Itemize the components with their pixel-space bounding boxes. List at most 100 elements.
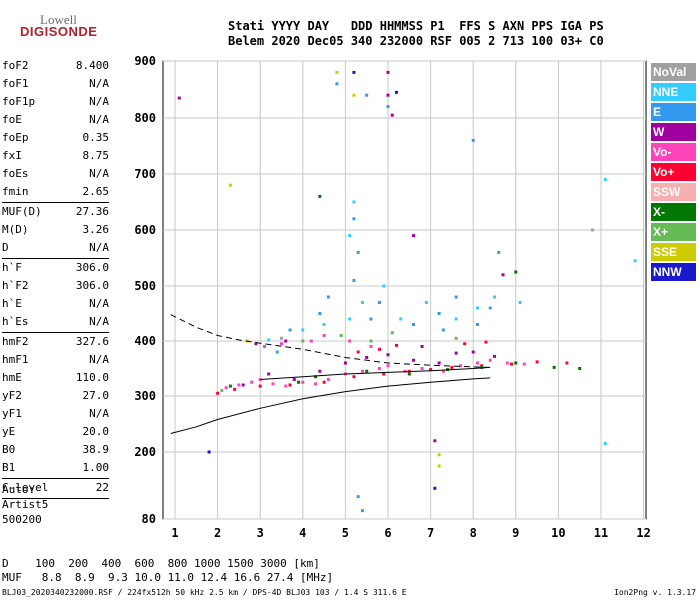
plot-frame [162,60,647,520]
echo-point [412,323,416,326]
param-value: 27.36 [75,205,109,218]
echo-point [284,384,288,388]
param-row: h`F2 306.0 [2,277,109,295]
echo-point [382,372,386,376]
param-row: D N/A [2,239,109,257]
param-value: N/A [89,77,109,90]
param-label: h`F2 [2,279,29,292]
param-label: h`Es [2,315,29,328]
param-label: D [2,241,9,254]
echo-point [301,380,305,384]
echo-point [454,351,458,355]
echo-point [284,339,288,343]
echo-point [497,250,501,254]
param-value: 8.75 [82,149,110,162]
echo-point [352,375,356,379]
echo-point [475,306,479,310]
x-tick-label: 11 [594,526,608,540]
ionospheric-parameters-panel: foF2 8.400 foF1 N/A foF1p N/A foE N/A foEp 0.35 fx… [2,57,109,499]
param-row: hmF1 N/A [2,351,109,369]
echo-point [488,358,492,362]
echo-point [262,345,266,348]
param-row: B0 38.9 [2,441,109,459]
echo-point [463,342,467,346]
echo-point [480,364,484,368]
y-tick-label: 700 [134,167,156,181]
y-tick-label: 600 [134,223,156,237]
echo-point [318,369,322,373]
param-row: fmin 2.65 [2,183,109,201]
param-row: B1 1.00 [2,459,109,477]
echo-point [360,509,364,513]
echo-point [412,358,416,362]
echo-point [254,342,258,346]
echo-point [386,105,390,109]
echo-point [267,338,271,342]
echo-point [437,464,441,468]
echo-point [348,317,352,321]
echo-point [412,234,416,238]
echo-point [518,301,522,304]
param-label: hmF1 [2,353,29,366]
echo-point [471,350,475,354]
auto-code: 500200 [2,513,42,526]
dashed-profile-curve [170,314,491,368]
echo-point [326,295,330,299]
echo-point [356,250,360,254]
echo-point [501,273,505,277]
echo-point [480,365,484,369]
echo-point [314,375,318,379]
echo-point [424,301,428,304]
echo-point [301,328,305,332]
echo-point [343,361,347,365]
lowell-digisonde-logo: Lowell DIGISONDE [6,8,98,42]
echo-point [386,353,390,357]
legend-item: E [651,103,696,121]
auto-label: Auto: [2,483,36,496]
distance-row: D 100 200 400 600 800 1000 1500 3000 [km… [2,557,320,570]
echo-point [352,217,356,221]
echo-point [360,301,364,304]
echo-point [603,178,607,182]
echo-point [275,350,279,354]
echo-point [420,345,424,348]
echo-point [352,70,356,74]
y-tick-label: 200 [134,445,156,459]
param-value: N/A [89,297,109,310]
legend-item: NoVal [651,63,696,81]
param-separator [2,258,109,259]
echo-point [356,495,360,499]
x-tick-label: 7 [427,526,434,540]
param-row: h`E N/A [2,295,109,313]
echo-point [369,317,373,321]
param-label: foF2 [2,59,29,72]
x-tick-label: 9 [512,526,519,540]
echo-point [233,387,237,391]
echo-point [407,372,411,376]
param-row: foEs N/A [2,165,109,183]
echo-point [224,386,228,390]
param-row: M(D) 3.26 [2,221,109,239]
x-tick-label: 5 [342,526,349,540]
echo-point [267,372,271,376]
echo-point [322,323,326,326]
legend-item: NNW [651,263,696,281]
param-value: N/A [89,95,109,108]
echo-point [603,442,607,446]
param-value: 27.0 [82,389,110,402]
param-row: yF2 27.0 [2,387,109,405]
echo-point [352,93,356,97]
legend-item: NNE [651,83,696,101]
legend-item: X+ [651,223,696,241]
echo-point [292,378,296,381]
logo-digisonde-text: DIGISONDE [20,24,98,39]
echo-point [454,336,458,340]
echo-point [365,356,369,359]
profile-curve [260,366,491,380]
param-label: yE [2,425,16,438]
echo-point [318,312,322,315]
echo-point [314,382,318,386]
echo-point [326,378,330,381]
param-value: 1.00 [82,461,110,474]
